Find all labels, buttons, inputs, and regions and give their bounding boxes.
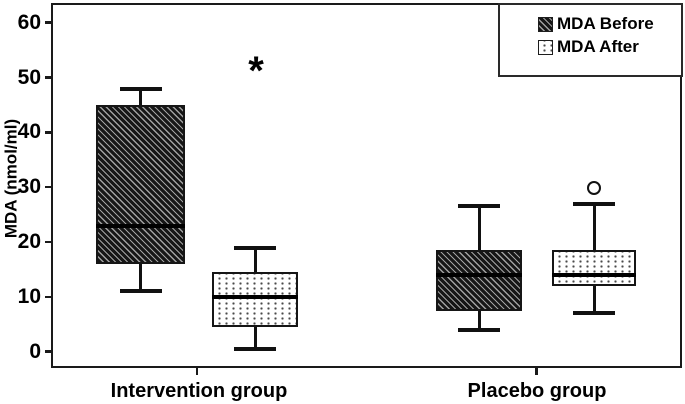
- y-axis-tick: [45, 131, 52, 134]
- y-axis-tick: [45, 350, 52, 353]
- asterisk-annotation: *: [248, 48, 264, 93]
- median-line: [212, 294, 298, 299]
- diagonal-hatch-swatch-icon: [538, 16, 553, 32]
- y-axis-tick-label: 20: [17, 230, 41, 254]
- y-axis-tick-label: 50: [17, 65, 41, 89]
- median-line: [96, 223, 185, 228]
- x-axis-label-placebo-group: Placebo group: [467, 380, 607, 402]
- legend-label: MDA Before: [557, 14, 654, 33]
- whisker-cap-low: [234, 346, 276, 351]
- x-axis-tick: [535, 368, 538, 375]
- y-axis-tick: [45, 240, 52, 244]
- y-axis-tick-label: 30: [17, 175, 41, 199]
- legend-label: MDA After: [557, 37, 639, 56]
- x-axis-tick: [195, 368, 199, 375]
- y-axis-tick: [45, 295, 52, 299]
- whisker-cap-low: [458, 327, 500, 332]
- whisker-cap-high: [458, 204, 500, 209]
- box-mda-after: [552, 250, 636, 286]
- box-mda-before: [436, 250, 522, 311]
- y-axis-tick: [45, 76, 52, 79]
- whisker-cap-high: [234, 245, 276, 250]
- legend-item-mda-before: MDA Before: [538, 15, 654, 33]
- y-axis-tick-label: 40: [17, 120, 41, 144]
- whisker-cap-low: [573, 311, 615, 316]
- y-axis-tick-label: 10: [17, 284, 41, 308]
- legend: MDA Before MDA After: [498, 3, 683, 77]
- x-axis-label-intervention-group: Intervention group: [110, 380, 288, 402]
- whisker-cap-high: [573, 201, 615, 206]
- y-axis-tick-label: 0: [29, 339, 41, 363]
- median-line: [552, 273, 636, 278]
- legend-item-mda-after: MDA After: [538, 38, 639, 56]
- box-mda-after: [212, 272, 298, 328]
- y-axis-tick-label: 60: [17, 10, 41, 34]
- whisker-cap-low: [119, 289, 162, 294]
- median-line: [436, 272, 522, 277]
- y-axis-tick: [45, 185, 52, 189]
- whisker-cap-high: [119, 86, 162, 91]
- box-mda-before: [96, 104, 185, 264]
- circle-annotation: [587, 181, 601, 196]
- dotted-swatch-icon: [538, 39, 553, 55]
- y-axis-tick: [45, 21, 52, 24]
